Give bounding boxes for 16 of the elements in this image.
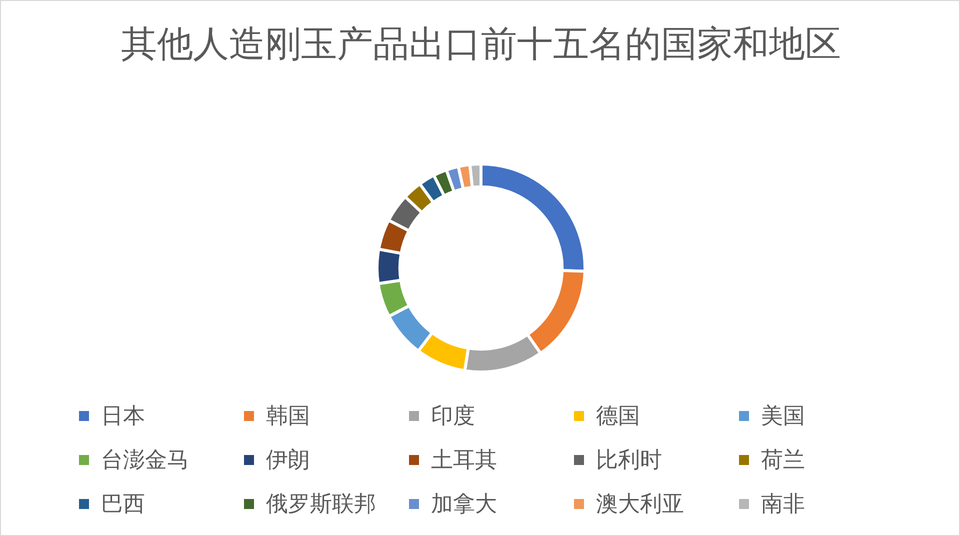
legend-label: 日本	[101, 403, 145, 431]
legend-label: 伊朗	[266, 447, 310, 475]
legend-label: 台澎金马	[101, 447, 189, 475]
legend-label: 韩国	[266, 403, 310, 431]
legend-label: 加拿大	[431, 491, 497, 519]
chart-title: 其他人造刚玉产品出口前十五名的国家和地区	[120, 23, 842, 67]
legend-label: 澳大利亚	[596, 491, 684, 519]
legend-label: 荷兰	[761, 447, 805, 475]
legend-label: 比利时	[596, 447, 662, 475]
legend-label: 美国	[761, 403, 805, 431]
legend-label: 巴西	[101, 491, 145, 519]
legend-label: 土耳其	[431, 447, 497, 475]
legend-label: 印度	[431, 403, 475, 431]
legend-label: 俄罗斯联邦	[266, 491, 376, 519]
legend-label: 南非	[761, 491, 805, 519]
legend-label: 德国	[596, 403, 640, 431]
